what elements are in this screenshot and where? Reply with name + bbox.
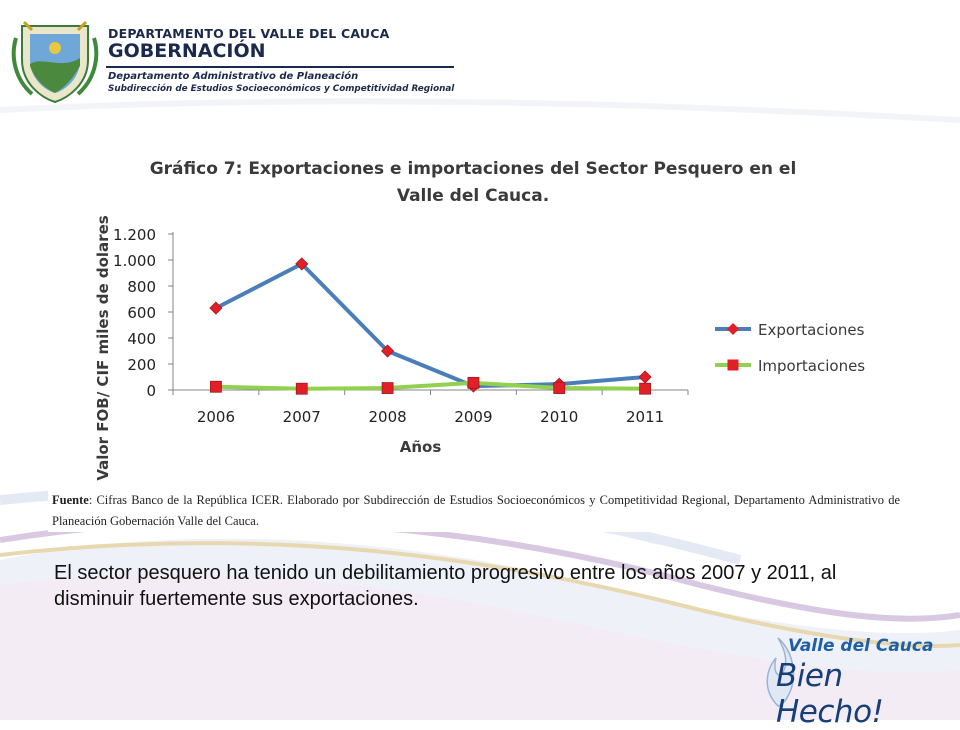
government-name: GOBERNACIÓN [108, 40, 266, 62]
logo-line2: Bien Hecho! [776, 658, 884, 730]
data-point-importaciones [553, 382, 566, 394]
x-axis-title: Años [400, 438, 442, 456]
source-text: : Cifras Banco de la República ICER. Ela… [52, 493, 900, 528]
y-tick-label: 200 [127, 356, 156, 374]
x-tick-label: 2006 [197, 408, 235, 426]
chart-figure: Gráfico 7: Exportaciones e importaciones… [48, 140, 904, 532]
series-line-exportaciones [215, 261, 646, 389]
header-divider [106, 66, 454, 68]
source-note: Fuente: Cifras Banco de la República ICE… [52, 490, 900, 532]
valle-del-cauca-logo: Valle del Cauca Bien Hecho! [752, 630, 952, 730]
admin-department: Departamento Administrativo de Planeació… [108, 71, 359, 82]
x-tick-label: 2008 [368, 408, 406, 426]
legend-marker-exportaciones [727, 323, 739, 335]
legend-marker-importaciones [727, 359, 739, 371]
y-tick-label: 400 [127, 330, 156, 348]
y-axis-title: Valor FOB/ CIF miles de dolares [94, 215, 112, 480]
y-tick-label: 600 [127, 304, 156, 322]
series-line-importaciones [215, 380, 646, 391]
data-point-exportaciones [638, 370, 652, 384]
data-point-exportaciones [295, 257, 309, 271]
data-point-importaciones [467, 376, 480, 389]
y-tick-label: 1.200 [113, 226, 156, 244]
x-tick-label: 2009 [454, 408, 492, 426]
data-point-importaciones [295, 382, 308, 395]
chart-title-line1: Gráfico 7: Exportaciones e importaciones… [150, 159, 797, 179]
chart-title-line2: Valle del Cauca. [397, 186, 549, 206]
flame-icon [766, 637, 795, 707]
y-tick-label: 0 [146, 382, 156, 400]
body-paragraph: El sector pesquero ha tenido un debilita… [54, 562, 837, 610]
legend-label-exportaciones: Exportaciones [758, 321, 865, 339]
x-tick-label: 2011 [626, 408, 664, 426]
header: DEPARTAMENTO DEL VALLE DEL CAUCA GOBERNA… [0, 0, 960, 110]
subdirection: Subdirección de Estudios Socioeconómicos… [108, 84, 455, 94]
line-chart: Gráfico 7: Exportaciones e importaciones… [94, 159, 865, 481]
legend-label-importaciones: Importaciones [758, 357, 865, 375]
logo-line1: Valle del Cauca [788, 636, 934, 656]
y-tick-label: 1.000 [113, 252, 156, 270]
department-name: DEPARTAMENTO DEL VALLE DEL CAUCA [108, 26, 390, 41]
data-point-exportaciones [209, 301, 223, 315]
data-point-importaciones [639, 382, 651, 395]
x-tick-label: 2010 [540, 408, 578, 426]
coat-of-arms-icon [11, 20, 99, 104]
data-point-importaciones [381, 382, 394, 394]
source-label: Fuente [52, 493, 89, 507]
data-point-exportaciones [381, 344, 395, 358]
data-point-importaciones [210, 380, 222, 393]
x-tick-label: 2007 [283, 408, 321, 426]
y-tick-label: 800 [127, 278, 156, 296]
